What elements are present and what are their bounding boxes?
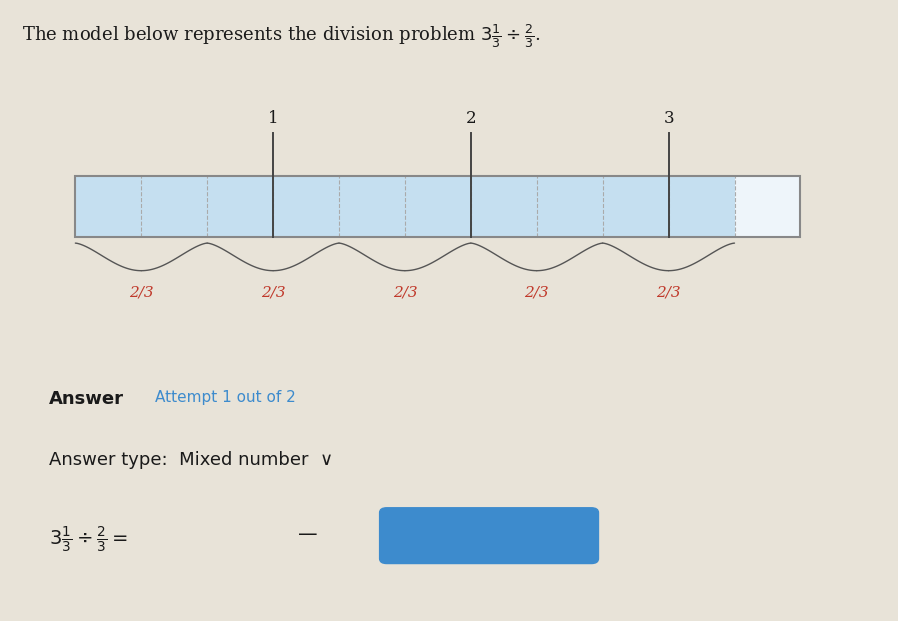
Text: Attempt 1 out of 2: Attempt 1 out of 2 bbox=[155, 390, 296, 405]
Text: 2: 2 bbox=[465, 110, 476, 127]
Text: Answer: Answer bbox=[48, 390, 124, 408]
Text: 2/3: 2/3 bbox=[656, 286, 681, 300]
Text: 2/3: 2/3 bbox=[260, 286, 286, 300]
Text: 1: 1 bbox=[268, 110, 278, 127]
Bar bbox=[735, 176, 800, 237]
FancyBboxPatch shape bbox=[380, 508, 598, 563]
Bar bbox=[75, 176, 735, 237]
Bar bbox=[75, 176, 800, 237]
Text: Answer type:  Mixed number  ∨: Answer type: Mixed number ∨ bbox=[48, 451, 333, 469]
Text: $3\frac{1}{3} \div \frac{2}{3} = $: $3\frac{1}{3} \div \frac{2}{3} = $ bbox=[48, 525, 128, 555]
Text: 2/3: 2/3 bbox=[392, 286, 418, 300]
Text: 3: 3 bbox=[664, 110, 674, 127]
Text: Submit Answer: Submit Answer bbox=[424, 528, 554, 543]
Text: The model below represents the division problem $3\frac{1}{3} \div \frac{2}{3}$.: The model below represents the division … bbox=[22, 22, 541, 50]
Text: 2/3: 2/3 bbox=[524, 286, 549, 300]
Text: —: — bbox=[298, 525, 317, 544]
Text: 2/3: 2/3 bbox=[129, 286, 154, 300]
